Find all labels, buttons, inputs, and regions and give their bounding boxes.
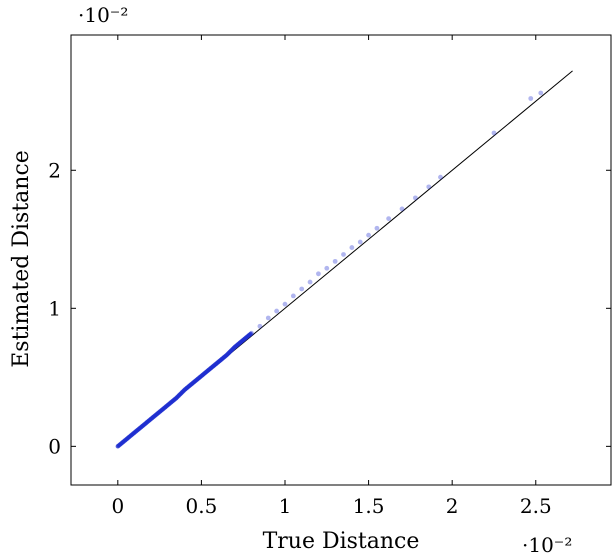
data-point bbox=[426, 184, 432, 190]
data-point bbox=[538, 90, 544, 96]
data-point bbox=[349, 245, 355, 250]
data-point bbox=[528, 96, 534, 101]
y-tick-label: 0 bbox=[48, 434, 61, 458]
data-point bbox=[282, 301, 288, 307]
data-point bbox=[265, 315, 271, 321]
data-point bbox=[257, 323, 263, 329]
y-axis-title: Estimated Distance bbox=[9, 150, 34, 368]
y-tick-label: 2 bbox=[48, 158, 61, 182]
data-point bbox=[341, 252, 346, 257]
x-tick-label: 2 bbox=[446, 494, 459, 518]
x-tick-label: 0 bbox=[111, 494, 124, 518]
x-tick-label: 0.5 bbox=[185, 494, 217, 518]
y-tick-label: 1 bbox=[48, 296, 61, 320]
data-point bbox=[491, 130, 497, 136]
data-point bbox=[386, 216, 392, 221]
data-point bbox=[366, 232, 371, 238]
data-point bbox=[290, 293, 296, 299]
plot-frame bbox=[70, 34, 612, 486]
y-scale-label: ·10⁻² bbox=[78, 3, 128, 27]
data-point bbox=[249, 330, 254, 336]
x-axis-ticks: 0 0.5 1 1.5 2 2.5 bbox=[111, 35, 552, 518]
data-point bbox=[307, 279, 313, 285]
data-point bbox=[332, 258, 338, 264]
x-tick-label: 1 bbox=[279, 494, 292, 518]
data-point bbox=[248, 331, 253, 337]
data-point bbox=[438, 174, 443, 180]
x-axis-title: True Distance bbox=[263, 529, 420, 554]
y-axis-ticks: 0 1 2 bbox=[48, 158, 611, 458]
x-scale-label: ·10⁻² bbox=[522, 533, 572, 557]
data-point bbox=[274, 308, 280, 314]
data-point bbox=[357, 239, 363, 245]
data-points-layer bbox=[115, 90, 544, 449]
x-tick-label: 1.5 bbox=[353, 494, 385, 518]
data-point bbox=[399, 206, 405, 212]
x-tick-label: 2.5 bbox=[520, 494, 552, 518]
data-point bbox=[374, 225, 380, 231]
data-point bbox=[299, 286, 305, 292]
data-point bbox=[316, 271, 321, 277]
data-point bbox=[324, 265, 330, 271]
data-point bbox=[412, 195, 418, 201]
